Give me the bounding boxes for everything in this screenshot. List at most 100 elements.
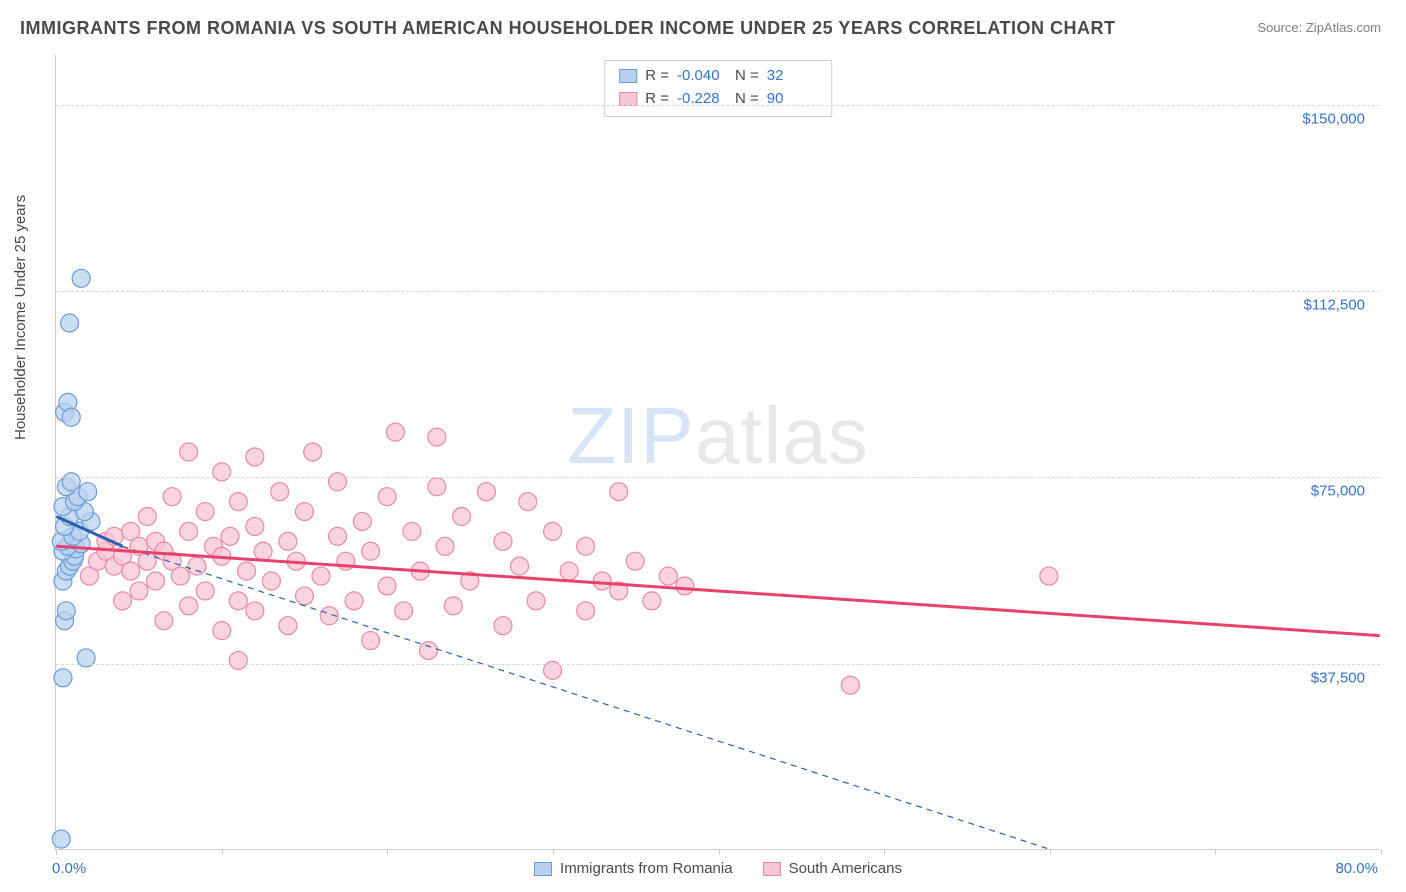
chart-svg <box>56 55 1380 849</box>
scatter-point <box>262 572 280 590</box>
scatter-point <box>238 562 256 580</box>
scatter-point <box>345 592 363 610</box>
y-tick-label: $150,000 <box>1302 110 1365 127</box>
gridline <box>56 477 1380 478</box>
scatter-point <box>62 473 80 491</box>
legend-n-value: 32 <box>767 65 817 88</box>
scatter-point <box>626 552 644 570</box>
scatter-point <box>138 508 156 526</box>
scatter-point <box>221 527 239 545</box>
scatter-point <box>229 592 247 610</box>
legend-series-item: South Americans <box>763 860 902 877</box>
scatter-point <box>453 508 471 526</box>
scatter-point <box>494 617 512 635</box>
scatter-point <box>428 428 446 446</box>
scatter-point <box>841 676 859 694</box>
scatter-point <box>163 488 181 506</box>
plot-area: ZIPatlas R =-0.040N =32R =-0.228N =90 0.… <box>55 55 1380 850</box>
scatter-point <box>436 537 454 555</box>
legend-series-label: Immigrants from Romania <box>560 860 733 877</box>
x-tick <box>387 849 388 855</box>
legend-swatch <box>619 92 637 106</box>
scatter-point <box>271 483 289 501</box>
x-axis-min-label: 0.0% <box>52 860 86 877</box>
scatter-point <box>147 572 165 590</box>
x-tick <box>222 849 223 855</box>
scatter-point <box>403 522 421 540</box>
source-attribution: Source: ZipAtlas.com <box>1257 20 1381 35</box>
scatter-point <box>52 830 70 848</box>
legend-series: Immigrants from Romania South Americans <box>534 860 902 877</box>
scatter-point <box>61 314 79 332</box>
scatter-point <box>171 567 189 585</box>
legend-series-label: South Americans <box>789 860 902 877</box>
trend-line-extension <box>123 546 1049 849</box>
scatter-point <box>329 527 347 545</box>
scatter-point <box>1040 567 1058 585</box>
scatter-point <box>643 592 661 610</box>
scatter-point <box>511 557 529 575</box>
scatter-point <box>196 582 214 600</box>
scatter-point <box>444 597 462 615</box>
x-tick <box>719 849 720 855</box>
scatter-point <box>254 542 272 560</box>
scatter-point <box>659 567 677 585</box>
scatter-point <box>593 572 611 590</box>
scatter-point <box>477 483 495 501</box>
gridline <box>56 291 1380 292</box>
scatter-point <box>577 602 595 620</box>
scatter-point <box>279 617 297 635</box>
x-tick <box>1215 849 1216 855</box>
scatter-point <box>378 488 396 506</box>
x-tick <box>884 849 885 855</box>
legend-r-label: R = <box>645 88 669 111</box>
scatter-point <box>544 522 562 540</box>
scatter-point <box>519 493 537 511</box>
legend-n-label: N = <box>735 88 759 111</box>
scatter-point <box>72 269 90 287</box>
legend-n-value: 90 <box>767 88 817 111</box>
scatter-point <box>180 522 198 540</box>
scatter-point <box>54 669 72 687</box>
scatter-point <box>279 532 297 550</box>
scatter-point <box>62 408 80 426</box>
scatter-point <box>196 503 214 521</box>
scatter-point <box>295 587 313 605</box>
scatter-point <box>213 622 231 640</box>
legend-swatch <box>619 69 637 83</box>
scatter-point <box>428 478 446 496</box>
scatter-point <box>329 473 347 491</box>
scatter-point <box>155 612 173 630</box>
legend-r-value: -0.228 <box>677 88 727 111</box>
legend-correlation-row: R = -0.228 N = 90 <box>619 88 817 111</box>
scatter-point <box>386 423 404 441</box>
scatter-point <box>229 493 247 511</box>
y-tick-label: $75,000 <box>1311 483 1365 500</box>
y-axis-label: Householder Income Under 25 years <box>12 195 29 440</box>
scatter-point <box>577 537 595 555</box>
x-axis-max-label: 80.0% <box>1335 860 1378 877</box>
legend-series-item: Immigrants from Romania <box>534 860 733 877</box>
scatter-point <box>180 443 198 461</box>
scatter-point <box>114 592 132 610</box>
gridline <box>56 105 1380 106</box>
scatter-point <box>353 512 371 530</box>
scatter-point <box>362 542 380 560</box>
scatter-point <box>188 557 206 575</box>
scatter-point <box>180 597 198 615</box>
scatter-point <box>395 602 413 620</box>
scatter-point <box>304 443 322 461</box>
scatter-point <box>362 632 380 650</box>
scatter-point <box>57 602 75 620</box>
scatter-point <box>676 577 694 595</box>
scatter-point <box>229 651 247 669</box>
scatter-point <box>246 602 264 620</box>
scatter-point <box>295 503 313 521</box>
scatter-point <box>610 483 628 501</box>
legend-r-label: R = <box>645 65 669 88</box>
y-tick-label: $37,500 <box>1311 669 1365 686</box>
scatter-point <box>527 592 545 610</box>
scatter-point <box>420 642 438 660</box>
chart-title: IMMIGRANTS FROM ROMANIA VS SOUTH AMERICA… <box>20 18 1116 39</box>
legend-correlation-row: R =-0.040N =32 <box>619 65 817 88</box>
